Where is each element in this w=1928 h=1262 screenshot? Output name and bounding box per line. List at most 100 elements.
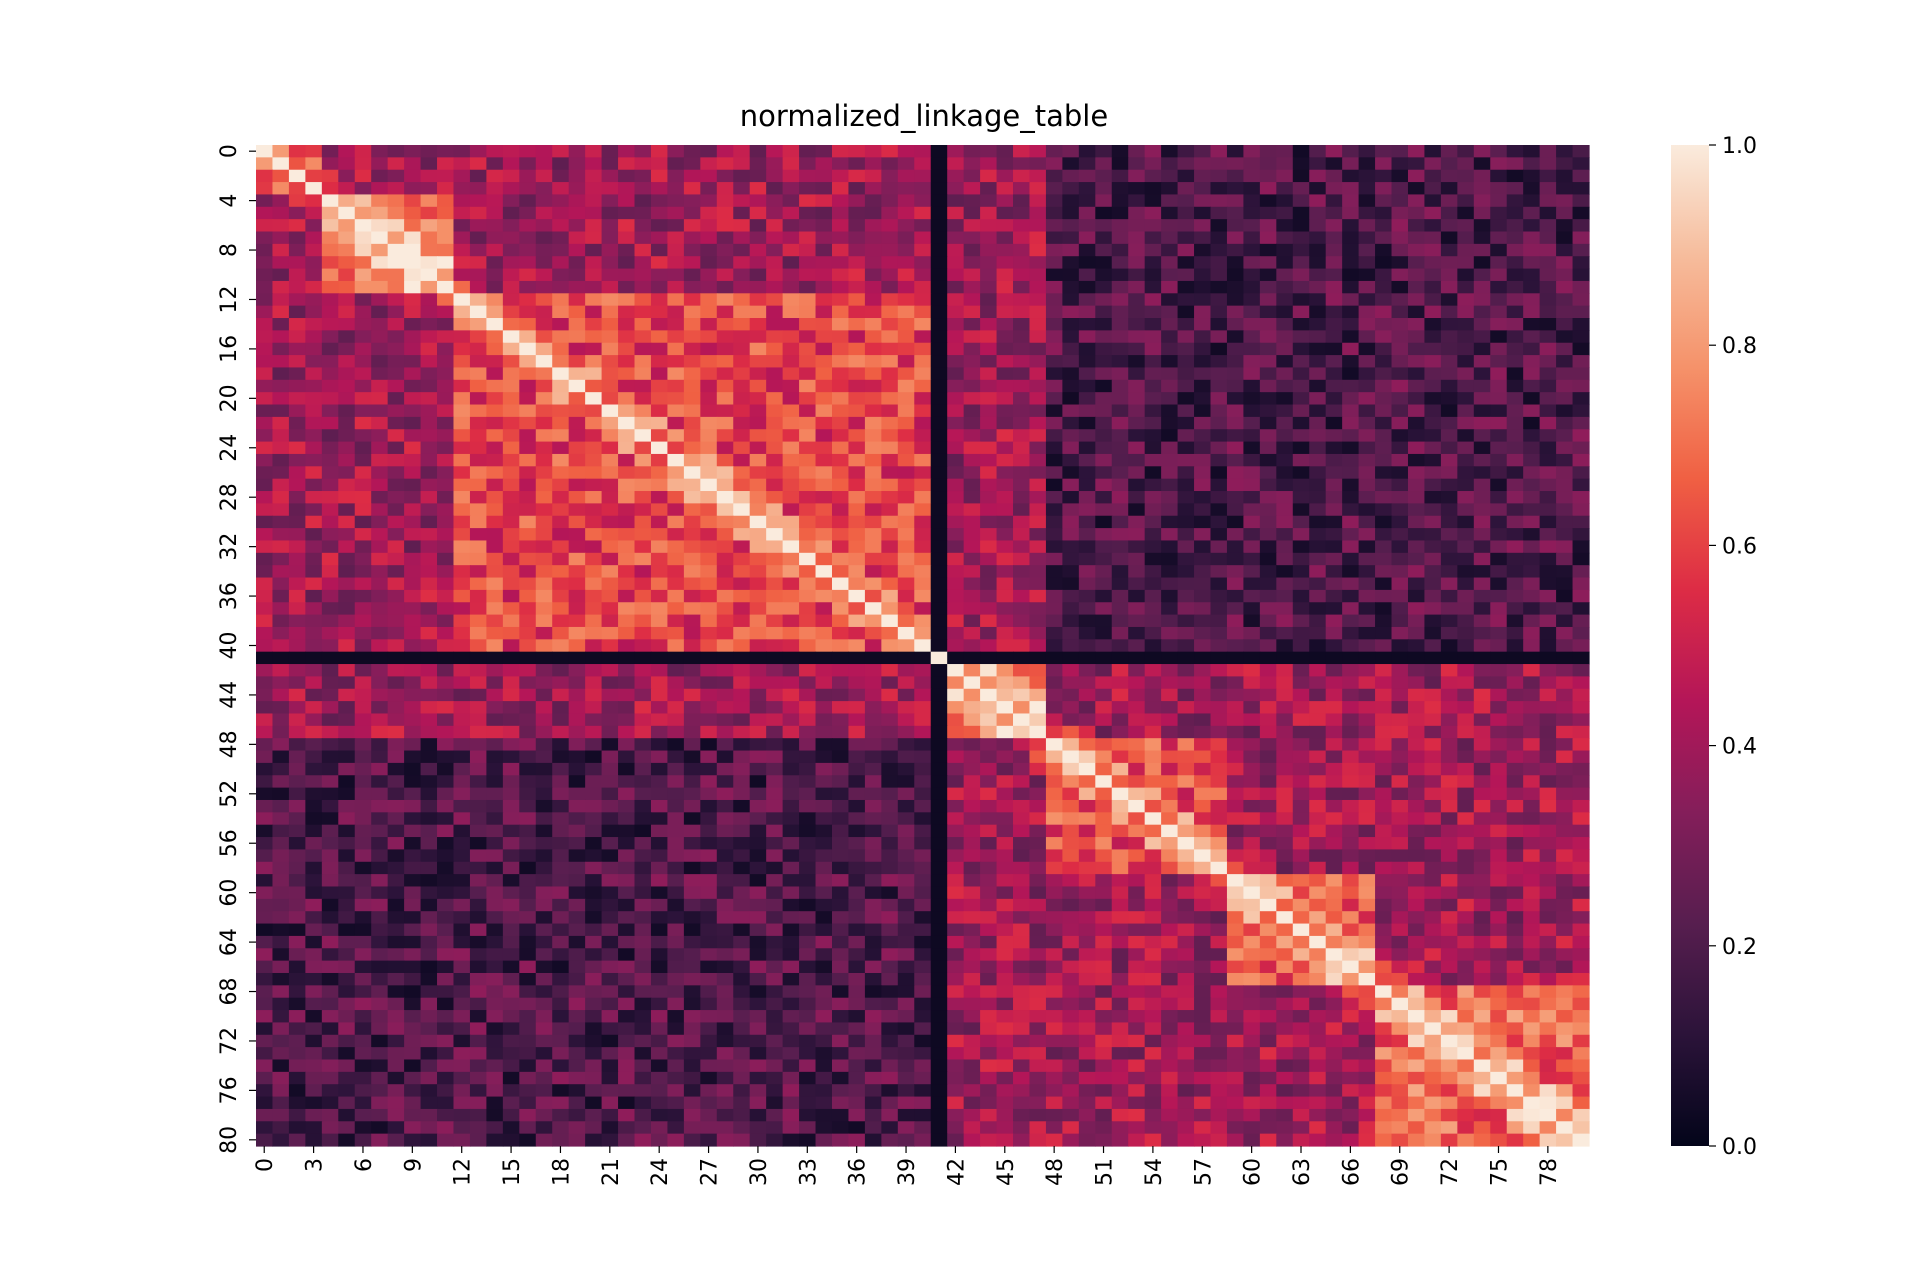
heatmap-cell xyxy=(1392,194,1409,207)
heatmap-cell xyxy=(865,503,882,516)
heatmap-cell xyxy=(338,244,355,257)
heatmap-cell xyxy=(980,540,997,553)
heatmap-cell xyxy=(1276,182,1293,195)
heatmap-cell xyxy=(1243,540,1260,553)
heatmap-cell xyxy=(470,528,487,541)
heatmap-cell xyxy=(1293,775,1310,788)
heatmap-cell xyxy=(618,726,635,739)
heatmap-cell xyxy=(881,417,898,430)
heatmap-cell xyxy=(1457,874,1474,887)
heatmap-cell xyxy=(964,466,981,479)
heatmap-cell xyxy=(1276,565,1293,578)
heatmap-cell xyxy=(1227,293,1244,306)
heatmap-cell xyxy=(1145,602,1162,615)
heatmap-cell xyxy=(964,293,981,306)
heatmap-cell xyxy=(832,886,849,899)
heatmap-cell xyxy=(766,503,783,516)
heatmap-cell xyxy=(684,565,701,578)
heatmap-cell xyxy=(1441,825,1458,838)
heatmap-cell xyxy=(898,738,915,751)
heatmap-cell xyxy=(1441,726,1458,739)
heatmap-cell xyxy=(1112,503,1129,516)
heatmap-cell xyxy=(552,157,569,170)
heatmap-cell xyxy=(1276,479,1293,492)
heatmap-cell xyxy=(980,578,997,591)
heatmap-cell xyxy=(1375,194,1392,207)
heatmap-cell xyxy=(1359,405,1376,418)
heatmap-cell xyxy=(1392,825,1409,838)
heatmap-cell xyxy=(1342,676,1359,689)
heatmap-cell xyxy=(1309,578,1326,591)
heatmap-cell xyxy=(733,775,750,788)
heatmap-cell xyxy=(618,306,635,319)
heatmap-cell xyxy=(421,405,438,418)
heatmap-cell xyxy=(1507,553,1524,566)
heatmap-cell xyxy=(914,825,931,838)
heatmap-cell xyxy=(1474,256,1491,269)
heatmap-cell xyxy=(602,615,619,628)
heatmap-cell xyxy=(1309,343,1326,356)
heatmap-cell xyxy=(1079,701,1096,714)
heatmap-cell xyxy=(865,157,882,170)
heatmap-cell xyxy=(1507,145,1524,158)
heatmap-cell xyxy=(931,639,948,652)
heatmap-cell xyxy=(1029,503,1046,516)
heatmap-cell xyxy=(1293,874,1310,887)
heatmap-cell xyxy=(964,367,981,380)
heatmap-cell xyxy=(1243,701,1260,714)
heatmap-cell xyxy=(1490,652,1507,665)
heatmap-cell xyxy=(1441,207,1458,220)
heatmap-cell xyxy=(470,145,487,158)
heatmap-cell xyxy=(289,380,306,393)
heatmap-cell xyxy=(1342,503,1359,516)
heatmap-cell xyxy=(1474,738,1491,751)
heatmap-cell xyxy=(684,207,701,220)
heatmap-cell xyxy=(289,689,306,702)
heatmap-cell xyxy=(651,565,668,578)
heatmap-cell xyxy=(964,207,981,220)
heatmap-cell xyxy=(1062,812,1079,825)
heatmap-cell xyxy=(272,578,289,591)
heatmap-cell xyxy=(1243,442,1260,455)
heatmap-cell xyxy=(1424,367,1441,380)
heatmap-cell xyxy=(437,652,454,665)
heatmap-cell xyxy=(799,343,816,356)
heatmap-cell xyxy=(486,367,503,380)
heatmap-cell xyxy=(305,194,322,207)
heatmap-cell xyxy=(881,281,898,294)
heatmap-cell xyxy=(1095,788,1112,801)
heatmap-cell xyxy=(272,417,289,430)
heatmap-cell xyxy=(1392,466,1409,479)
heatmap-cell xyxy=(750,182,767,195)
heatmap-cell xyxy=(1309,256,1326,269)
heatmap-cell xyxy=(1359,615,1376,628)
heatmap-cell xyxy=(338,738,355,751)
heatmap-cell xyxy=(914,689,931,702)
heatmap-cell xyxy=(1128,207,1145,220)
heatmap-cell xyxy=(766,219,783,232)
heatmap-cell xyxy=(898,899,915,912)
heatmap-cell xyxy=(1178,664,1195,677)
heatmap-cell xyxy=(1161,503,1178,516)
heatmap-cell xyxy=(717,491,734,504)
heatmap-cell xyxy=(256,355,273,368)
heatmap-cell xyxy=(717,738,734,751)
heatmap-cell xyxy=(1062,392,1079,405)
heatmap-cell xyxy=(1342,578,1359,591)
heatmap-cell xyxy=(1161,849,1178,862)
heatmap-cell xyxy=(1326,874,1343,887)
heatmap-cell xyxy=(1507,330,1524,343)
heatmap-cell xyxy=(914,615,931,628)
heatmap-cell xyxy=(1161,800,1178,813)
heatmap-cell xyxy=(1441,355,1458,368)
heatmap-cell xyxy=(1276,825,1293,838)
heatmap-cell xyxy=(635,676,652,689)
heatmap-cell xyxy=(684,676,701,689)
heatmap-cell xyxy=(1112,540,1129,553)
heatmap-cell xyxy=(536,590,553,603)
heatmap-cell xyxy=(437,528,454,541)
heatmap-cell xyxy=(1309,269,1326,282)
heatmap-cell xyxy=(1359,886,1376,899)
heatmap-cell xyxy=(470,540,487,553)
heatmap-cell xyxy=(569,627,586,640)
